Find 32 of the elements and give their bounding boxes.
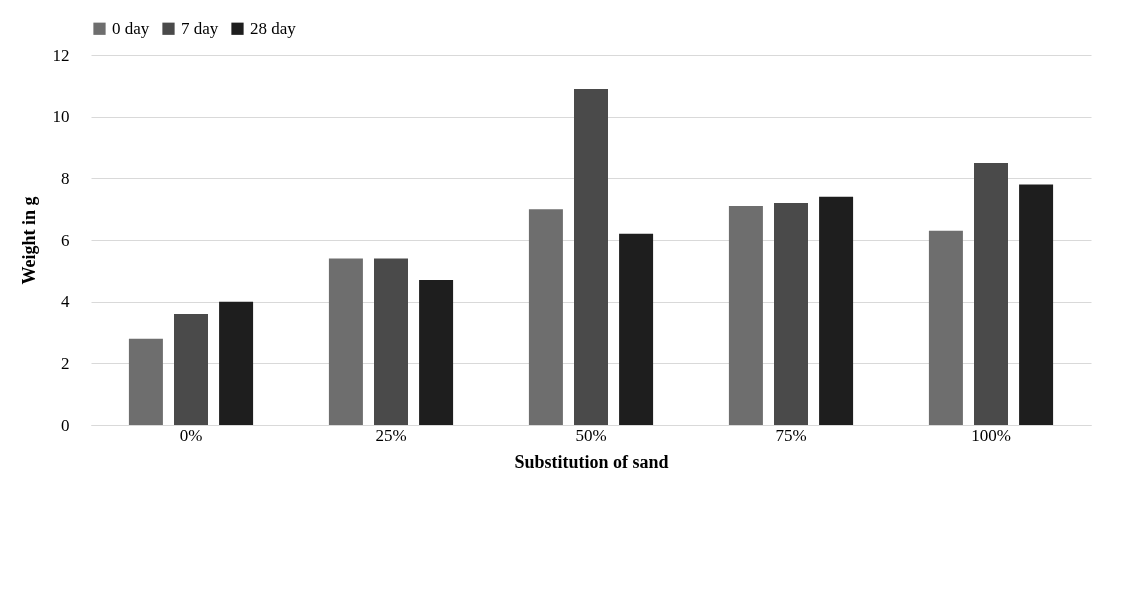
legend-label: 28 day xyxy=(250,18,297,38)
y-tick-label: 4 xyxy=(61,292,70,312)
y-tick-label: 8 xyxy=(61,168,70,188)
y-axis-title: Weight in g xyxy=(18,196,39,285)
bar xyxy=(374,258,408,425)
y-tick-label: 12 xyxy=(52,45,70,65)
bar xyxy=(419,280,454,425)
y-tick-label: 2 xyxy=(61,353,70,373)
y-tick-label: 6 xyxy=(61,230,70,250)
bar xyxy=(728,206,763,425)
bar xyxy=(174,314,208,425)
bar xyxy=(619,233,654,425)
bar xyxy=(974,162,1008,425)
y-tick-label: 0 xyxy=(61,415,70,435)
bar xyxy=(219,301,254,425)
bar xyxy=(128,338,163,425)
x-tick-label: 100% xyxy=(971,425,1011,445)
bar xyxy=(1019,184,1054,425)
x-tick-label: 0% xyxy=(179,425,203,445)
y-tick-label: 10 xyxy=(52,107,70,127)
x-tick-label: 50% xyxy=(575,425,607,445)
x-tick-label: 75% xyxy=(775,425,807,445)
bar xyxy=(528,209,563,425)
bar xyxy=(774,203,808,425)
bar xyxy=(328,258,363,425)
legend-label: 7 day xyxy=(181,18,219,38)
x-tick-label: 25% xyxy=(375,425,407,445)
x-axis-title: Substitution of sand xyxy=(514,451,669,472)
bar xyxy=(928,230,963,425)
bar xyxy=(819,196,854,425)
bar xyxy=(574,88,608,425)
legend-label: 0 day xyxy=(112,18,150,38)
